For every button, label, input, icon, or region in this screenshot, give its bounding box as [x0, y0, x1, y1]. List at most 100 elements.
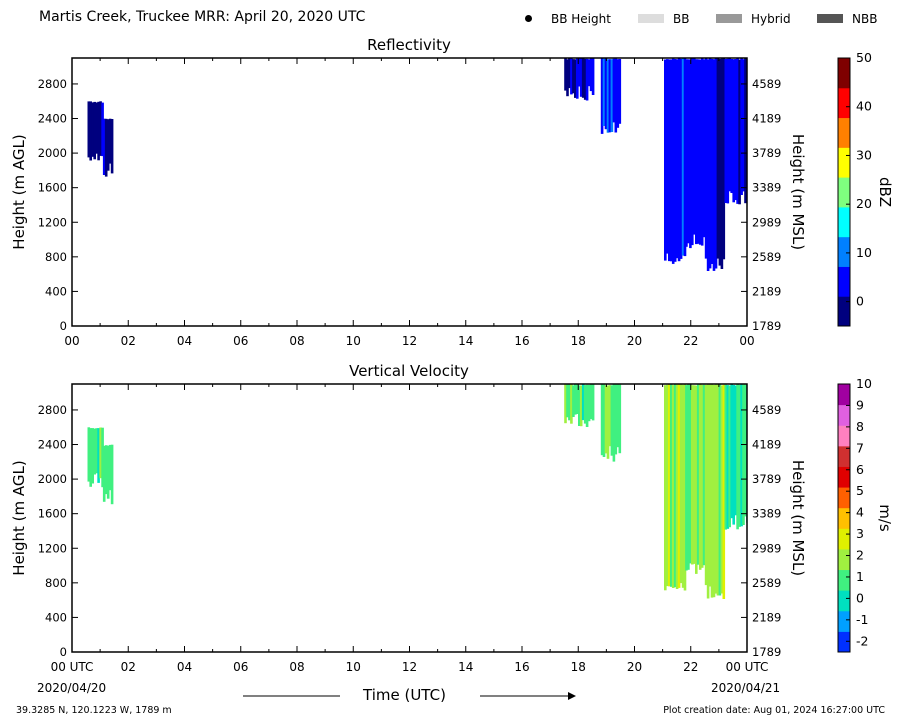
x-tick-label: 08 [289, 660, 304, 674]
x-tick-label: 00 [739, 334, 754, 348]
echo-column [608, 385, 612, 447]
echo-column [93, 101, 96, 160]
colorbar-segment [838, 569, 850, 591]
echo-column [702, 59, 706, 238]
colorbar-tick-label: 5 [856, 483, 864, 498]
echo-column [102, 118, 106, 175]
echo-column [579, 58, 583, 97]
echo-column [664, 59, 667, 261]
colorbar-label: dBZ [876, 177, 894, 207]
echo-column [564, 384, 567, 424]
echo-column [664, 385, 667, 591]
y-axis-label-right: Height (m MSL) [789, 460, 807, 576]
echo-column [101, 427, 104, 488]
plot-creation-date: Plot creation date: Aug 01, 2024 16:27:0… [663, 705, 885, 716]
echo-column [671, 385, 675, 588]
colorbar-tick-label: 2 [856, 548, 864, 563]
colorbar-segment [838, 87, 850, 119]
echo-column [712, 59, 716, 271]
echo-column [718, 59, 722, 266]
echo-column [614, 384, 618, 455]
colorbar-segment [838, 206, 850, 238]
y-tick-label: 1600 [38, 507, 67, 521]
echo-column [574, 59, 577, 98]
colorbar-tick-label: 8 [856, 419, 864, 434]
echo-column [677, 58, 681, 262]
y-tick-label: 2800 [38, 403, 67, 417]
y-tick-label: 2000 [38, 146, 67, 160]
echo-column [740, 58, 743, 195]
echo-column [695, 385, 698, 574]
colorbar-tick-label: 10 [856, 245, 872, 260]
x-tick-label: 22 [683, 660, 698, 674]
y-tick-label-right: 3389 [752, 507, 781, 521]
echo-column [110, 444, 114, 505]
colorbar-segment [838, 147, 850, 178]
echo-column [683, 58, 687, 257]
x-tick-label: 06 [233, 334, 248, 348]
echo-column [714, 384, 718, 594]
echo-column [728, 58, 731, 192]
y-tick-label-right: 3389 [752, 181, 781, 195]
echo-column [666, 59, 669, 254]
x-tick-label: 02 [121, 660, 136, 674]
echo-column [583, 58, 587, 100]
colorbar-segment [838, 507, 850, 529]
echo-column [728, 385, 731, 528]
x-tick-label: 12 [402, 334, 417, 348]
echo-column [722, 384, 726, 599]
bb-height-legend-marker [525, 15, 532, 22]
echo-column [99, 427, 102, 479]
echo-column [618, 384, 622, 454]
echo-column [720, 58, 724, 269]
echo-column [722, 58, 726, 260]
y-tick-label-right: 4589 [752, 77, 781, 91]
y-tick-label-right: 3789 [752, 472, 781, 486]
echo-column [720, 385, 724, 594]
colorbar-segment [838, 590, 850, 612]
echo-column [710, 384, 714, 598]
echo-column [95, 428, 98, 474]
echo-column [734, 59, 737, 201]
colorbar-tick-label: 0 [856, 590, 864, 605]
echo-column [572, 59, 575, 94]
echo-column [669, 59, 673, 262]
x-tick-label: 12 [402, 660, 417, 674]
echo-column [108, 118, 112, 164]
bb-legend-swatch [638, 14, 664, 23]
x-tick-label: 04 [177, 660, 192, 674]
colorbar-segment [838, 404, 850, 426]
y-axis-label: Height (m AGL) [10, 134, 28, 249]
echo-column [591, 384, 595, 421]
y-tick-label: 2400 [38, 112, 67, 126]
echo-column [566, 384, 569, 418]
echo-column [585, 58, 589, 101]
colorbar-segment [838, 631, 850, 653]
echo-column [87, 427, 91, 482]
echo-column [108, 444, 112, 491]
echo-column [566, 59, 569, 97]
echo-column [610, 385, 614, 456]
echo-column [604, 385, 608, 454]
x-tick-label: 10 [346, 660, 361, 674]
echo-column [578, 385, 581, 426]
x-tick-label: 04 [177, 334, 192, 348]
echo-column [589, 58, 593, 92]
echo-column [685, 59, 688, 247]
echo-column [718, 384, 722, 596]
echo-column [89, 428, 92, 487]
echo-column [704, 58, 708, 259]
echo-column [587, 384, 591, 422]
echo-column [564, 58, 567, 91]
colorbar-segment [838, 177, 850, 208]
echo-column [744, 384, 747, 517]
echo-column [691, 385, 694, 565]
echo-column [696, 59, 700, 244]
echo-column [730, 384, 733, 519]
echo-column [691, 58, 694, 246]
y-tick-label: 400 [45, 284, 67, 298]
echo-column [689, 384, 692, 564]
echo-column [695, 59, 698, 245]
echo-column [736, 384, 739, 530]
